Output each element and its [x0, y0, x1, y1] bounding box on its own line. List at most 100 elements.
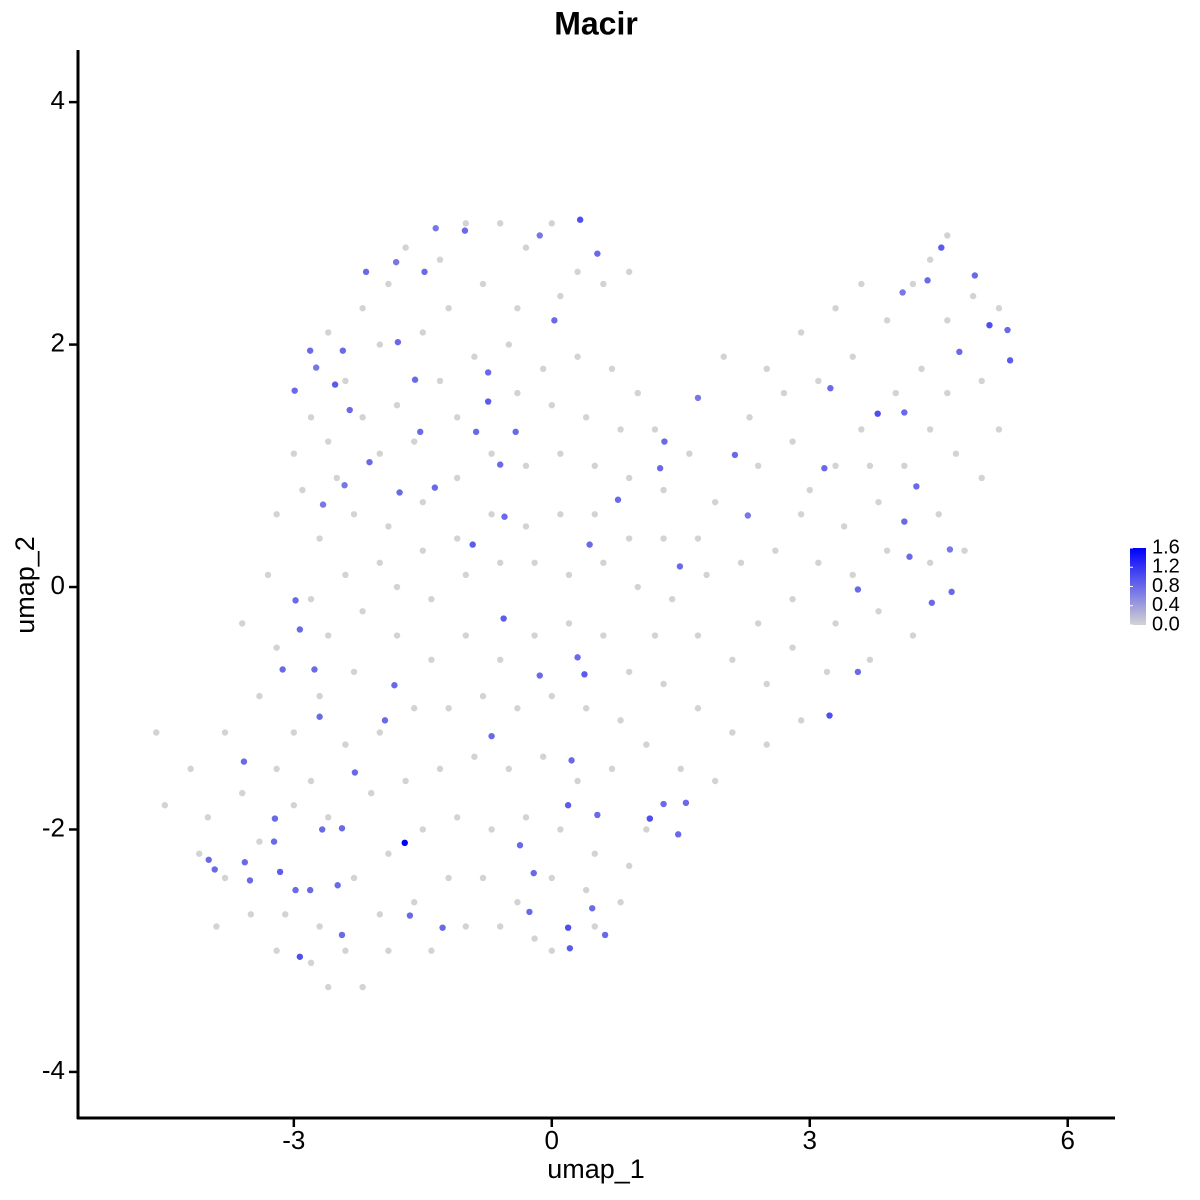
point: [548, 947, 555, 954]
point: [754, 620, 762, 627]
point: [454, 535, 461, 542]
point: [926, 256, 934, 263]
point: [564, 924, 572, 931]
point: [746, 414, 753, 421]
point: [995, 426, 1003, 433]
point: [484, 369, 492, 376]
point: [306, 886, 314, 894]
point: [944, 389, 951, 397]
point: [548, 220, 555, 227]
point: [461, 227, 469, 234]
point: [351, 769, 359, 776]
point: [307, 959, 315, 967]
point: [439, 924, 446, 931]
point: [462, 632, 470, 639]
point: [512, 428, 519, 436]
point: [411, 899, 418, 906]
point: [995, 305, 1003, 312]
colorbar: [1130, 548, 1146, 625]
point: [516, 842, 524, 849]
point: [686, 450, 693, 457]
point: [350, 874, 358, 882]
point: [660, 486, 667, 494]
point: [359, 414, 366, 421]
point: [744, 512, 752, 519]
point: [574, 353, 581, 360]
point: [391, 682, 398, 689]
point: [789, 644, 796, 651]
y-tick-label: 4: [51, 85, 65, 115]
point: [333, 474, 341, 482]
point: [239, 789, 246, 797]
point: [676, 563, 684, 570]
point: [488, 732, 495, 740]
point: [402, 244, 409, 251]
point: [600, 280, 607, 288]
point: [754, 462, 762, 470]
point: [1006, 357, 1014, 364]
point: [634, 389, 641, 397]
point: [608, 365, 616, 373]
point: [586, 541, 593, 548]
point: [505, 765, 512, 773]
colorbar-tick-label: 0.0: [1152, 613, 1180, 635]
point: [568, 757, 575, 764]
point: [479, 692, 487, 700]
point: [551, 317, 558, 324]
point: [256, 692, 263, 700]
point: [472, 428, 480, 436]
point: [901, 462, 908, 470]
point: [565, 620, 573, 627]
point: [342, 571, 349, 579]
point: [256, 838, 263, 845]
point: [484, 398, 492, 405]
point: [643, 826, 650, 833]
point: [614, 496, 622, 503]
point: [428, 947, 435, 954]
point: [978, 474, 985, 482]
point: [539, 365, 547, 373]
point: [797, 717, 805, 724]
point: [978, 377, 985, 385]
x-axis-label: umap_1: [547, 1154, 645, 1184]
point: [417, 428, 424, 436]
point: [566, 945, 574, 952]
point: [436, 765, 444, 773]
point: [694, 705, 702, 712]
point: [307, 777, 315, 785]
point: [651, 426, 659, 433]
point: [462, 220, 470, 227]
point: [346, 406, 353, 414]
point: [948, 588, 955, 596]
point: [290, 729, 298, 736]
point: [291, 387, 298, 394]
point: [270, 838, 278, 845]
point: [971, 272, 979, 279]
point: [401, 839, 408, 847]
colorbar-tick-label: 0.8: [1152, 575, 1180, 597]
point: [646, 815, 654, 822]
point: [496, 220, 504, 227]
point: [594, 811, 601, 819]
colorbar-tick-label: 1.6: [1152, 536, 1180, 558]
point: [909, 632, 917, 639]
point: [883, 547, 891, 554]
point: [342, 741, 349, 748]
point: [342, 377, 349, 385]
x-tick-label: 0: [545, 1125, 559, 1155]
point: [496, 559, 504, 566]
point: [376, 559, 384, 566]
point: [338, 931, 346, 939]
point: [634, 583, 641, 591]
point: [531, 632, 538, 639]
point: [548, 401, 555, 409]
point: [651, 632, 659, 639]
point: [536, 232, 543, 239]
point: [858, 426, 865, 433]
point: [901, 409, 908, 416]
point: [952, 450, 960, 457]
point: [436, 377, 444, 385]
point: [694, 632, 702, 639]
point: [213, 923, 220, 930]
point: [366, 458, 373, 466]
